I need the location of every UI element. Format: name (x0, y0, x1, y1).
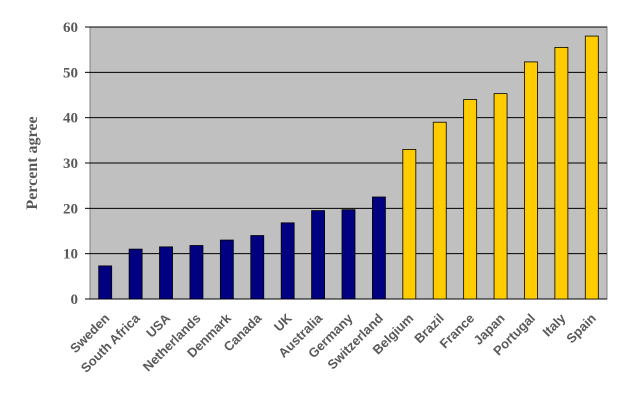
bar-usa (159, 246, 173, 300)
gridlines (90, 26, 607, 300)
bar-brazil (432, 121, 447, 300)
bar-portugal (524, 61, 538, 300)
y-tick-label: 0 (71, 292, 79, 308)
bar-switzerland (372, 196, 386, 300)
y-tick-label: 30 (63, 156, 78, 172)
y-tick-label: 10 (63, 247, 78, 263)
x-tick-label: France (437, 311, 478, 352)
y-tick-label: 50 (63, 65, 78, 81)
bar-denmark (219, 239, 234, 300)
bar-belgium (402, 148, 417, 300)
bar-sweden (98, 265, 113, 300)
bar-uk (280, 222, 295, 300)
bar-france (463, 99, 478, 300)
y-tick-label: 20 (63, 201, 78, 217)
x-tick-label: UK (271, 310, 295, 334)
y-tick-label: 60 (63, 20, 78, 36)
y-axis-title: Percent agree (24, 116, 41, 209)
bar-australia (311, 210, 325, 300)
bar-japan (493, 93, 508, 300)
bar-canada (250, 235, 265, 300)
bar-germany (341, 209, 356, 300)
bar-south-africa (128, 248, 143, 300)
bars (98, 35, 599, 300)
bar-netherlands (189, 245, 204, 300)
y-tick-label: 40 (63, 111, 78, 127)
bar-spain (584, 35, 599, 300)
y-axis-ticks: 0 10 20 30 40 50 60 (63, 20, 90, 308)
x-tick-label: Spain (563, 310, 599, 346)
bar-italy (554, 47, 569, 300)
